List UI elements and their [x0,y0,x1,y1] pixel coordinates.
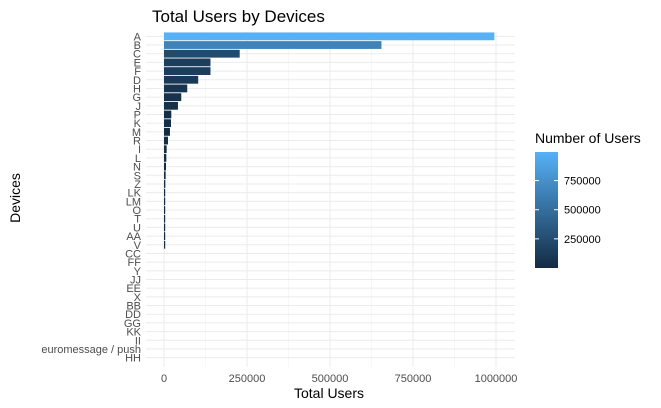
x-tick-label: 500000 [312,373,349,385]
y-tick-label: LK [128,188,142,200]
y-tick-label: N [133,162,141,174]
bar-O [164,206,166,214]
legend-tick-label: 250000 [564,234,601,246]
y-tick-label: GG [124,318,141,330]
legend-tick-label: 500000 [564,205,601,217]
y-tick-label: V [134,240,142,252]
y-tick-label: E [134,57,141,69]
y-tick-label: Z [134,179,141,191]
y-tick-label: S [134,170,141,182]
x-tick-label: 250000 [229,373,266,385]
y-tick-label: JJ [130,275,141,287]
bar-V [164,240,166,249]
bar-K [164,119,171,128]
y-tick-label: euromessage / push [41,344,141,356]
y-tick-label: A [134,31,142,43]
y-tick-label: F [134,66,141,78]
bar-Z [164,180,166,188]
bar-I [164,145,167,154]
x-tick-label: 750000 [395,373,432,385]
y-tick-label: II [135,335,141,347]
bar-LK [164,188,166,197]
bar-R [164,136,168,145]
bar-A [164,32,495,41]
bar-F [164,67,211,75]
y-tick-label: CC [125,248,141,260]
legend-tick-label: 750000 [564,176,601,188]
y-tick-label: K [134,118,142,130]
y-tick-label: O [132,205,141,217]
y-tick-label: D [133,75,141,87]
legend-colorbar [535,152,558,268]
bar-G [164,93,182,102]
bar-N [164,162,166,171]
y-tick-label: M [132,127,141,139]
y-tick-label: B [134,40,141,52]
x-tick-label: 1000000 [475,373,518,385]
grid-layer [146,32,515,367]
bar-C [164,49,240,58]
bar-E [164,58,211,67]
legend-ticks: 250000 500000 750000 [535,176,601,246]
color-legend: Number of Users 250000 500000 750000 [535,130,641,268]
legend-title: Number of Users [535,130,641,146]
y-axis-title: Devices [7,173,23,223]
y-tick-label: G [132,92,141,104]
y-tick-label: KK [126,327,141,339]
y-tick-label: LM [126,196,141,208]
y-tick-label: DD [125,309,141,321]
y-tick-label: H [133,83,141,95]
bar-J [164,101,178,110]
y-tick-label: I [138,144,141,156]
y-tick-label: BB [126,301,141,313]
y-tick-label: AA [126,231,141,243]
x-tick-label: 0 [161,373,167,385]
y-tick-labels: ABCEFDHGJPKMRILNSZLKLMOTUAAVCCFFYJJEEXBB… [41,31,141,364]
bar-AA [164,232,166,240]
bar-D [164,75,199,84]
y-tick-label: P [134,110,141,122]
y-tick-label: C [133,49,141,61]
y-tick-label: HH [125,353,141,365]
bar-S [164,171,166,180]
bar-L [164,154,167,162]
y-tick-label: U [133,222,141,234]
bar-B [164,41,382,49]
x-axis-title: Total Users [294,385,364,401]
y-tick-label: Y [134,266,142,278]
y-tick-label: L [135,153,141,165]
bar-T [164,214,166,223]
y-tick-label: R [133,136,141,148]
bar-P [164,110,172,119]
y-tick-label: X [134,292,142,304]
bar-LM [164,197,166,206]
bar-M [164,127,170,136]
bar-layer [164,32,495,249]
y-tick-label: T [134,214,141,226]
y-tick-label: EE [126,283,141,295]
chart-title: Total Users by Devices [152,7,325,26]
bar-U [164,223,166,232]
bar-H [164,84,188,93]
y-tick-label: J [136,101,142,113]
y-tick-label: FF [128,257,142,269]
x-tick-labels: 0 250000 500000 750000 1000000 [161,373,517,385]
